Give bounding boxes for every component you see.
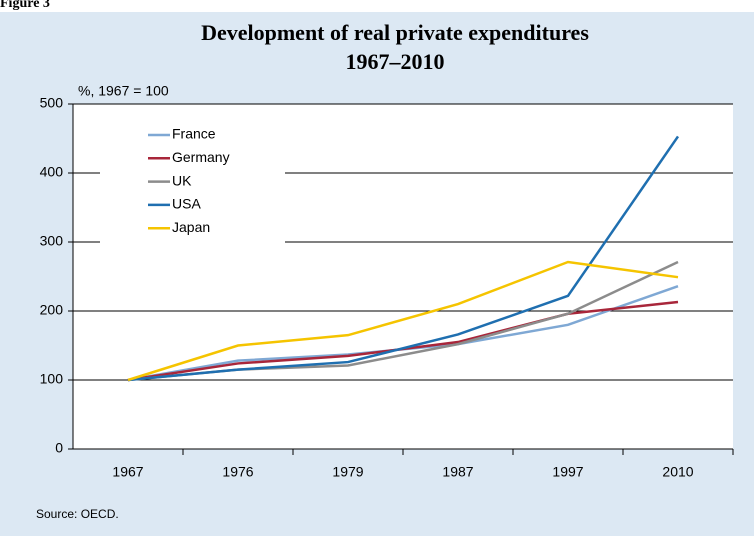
y-tick-label: 100 [40,371,64,387]
chart-subtitle: 1967–2010 [346,49,445,74]
y-tick-label: 200 [40,302,64,318]
chart-title: Development of real private expenditures [201,20,589,45]
source: Source: OECD. [36,507,119,521]
y-axis-label: %, 1967 = 100 [78,83,169,99]
line [127,135,680,382]
y-tick-label: 400 [40,164,64,180]
line [127,260,679,382]
legend-label: USA [172,196,201,212]
x-tick-label: 1997 [552,464,583,480]
legend [100,120,285,245]
x-tick-label: 2010 [662,464,693,480]
x-tick-label: 1979 [332,464,363,480]
x-tick-label: 1987 [442,464,473,480]
y-tick-label: 0 [55,440,63,456]
legend-label: Japan [172,219,210,235]
x-tick-label: 1967 [112,464,143,480]
figure-label: Figure 3 [0,0,50,11]
legend-label: UK [172,172,192,188]
y-tick-label: 500 [40,95,64,111]
legend-label: France [172,126,216,142]
x-tick-label: 1976 [222,464,253,480]
y-tick-label: 300 [40,233,64,249]
legend-label: Germany [172,149,230,165]
